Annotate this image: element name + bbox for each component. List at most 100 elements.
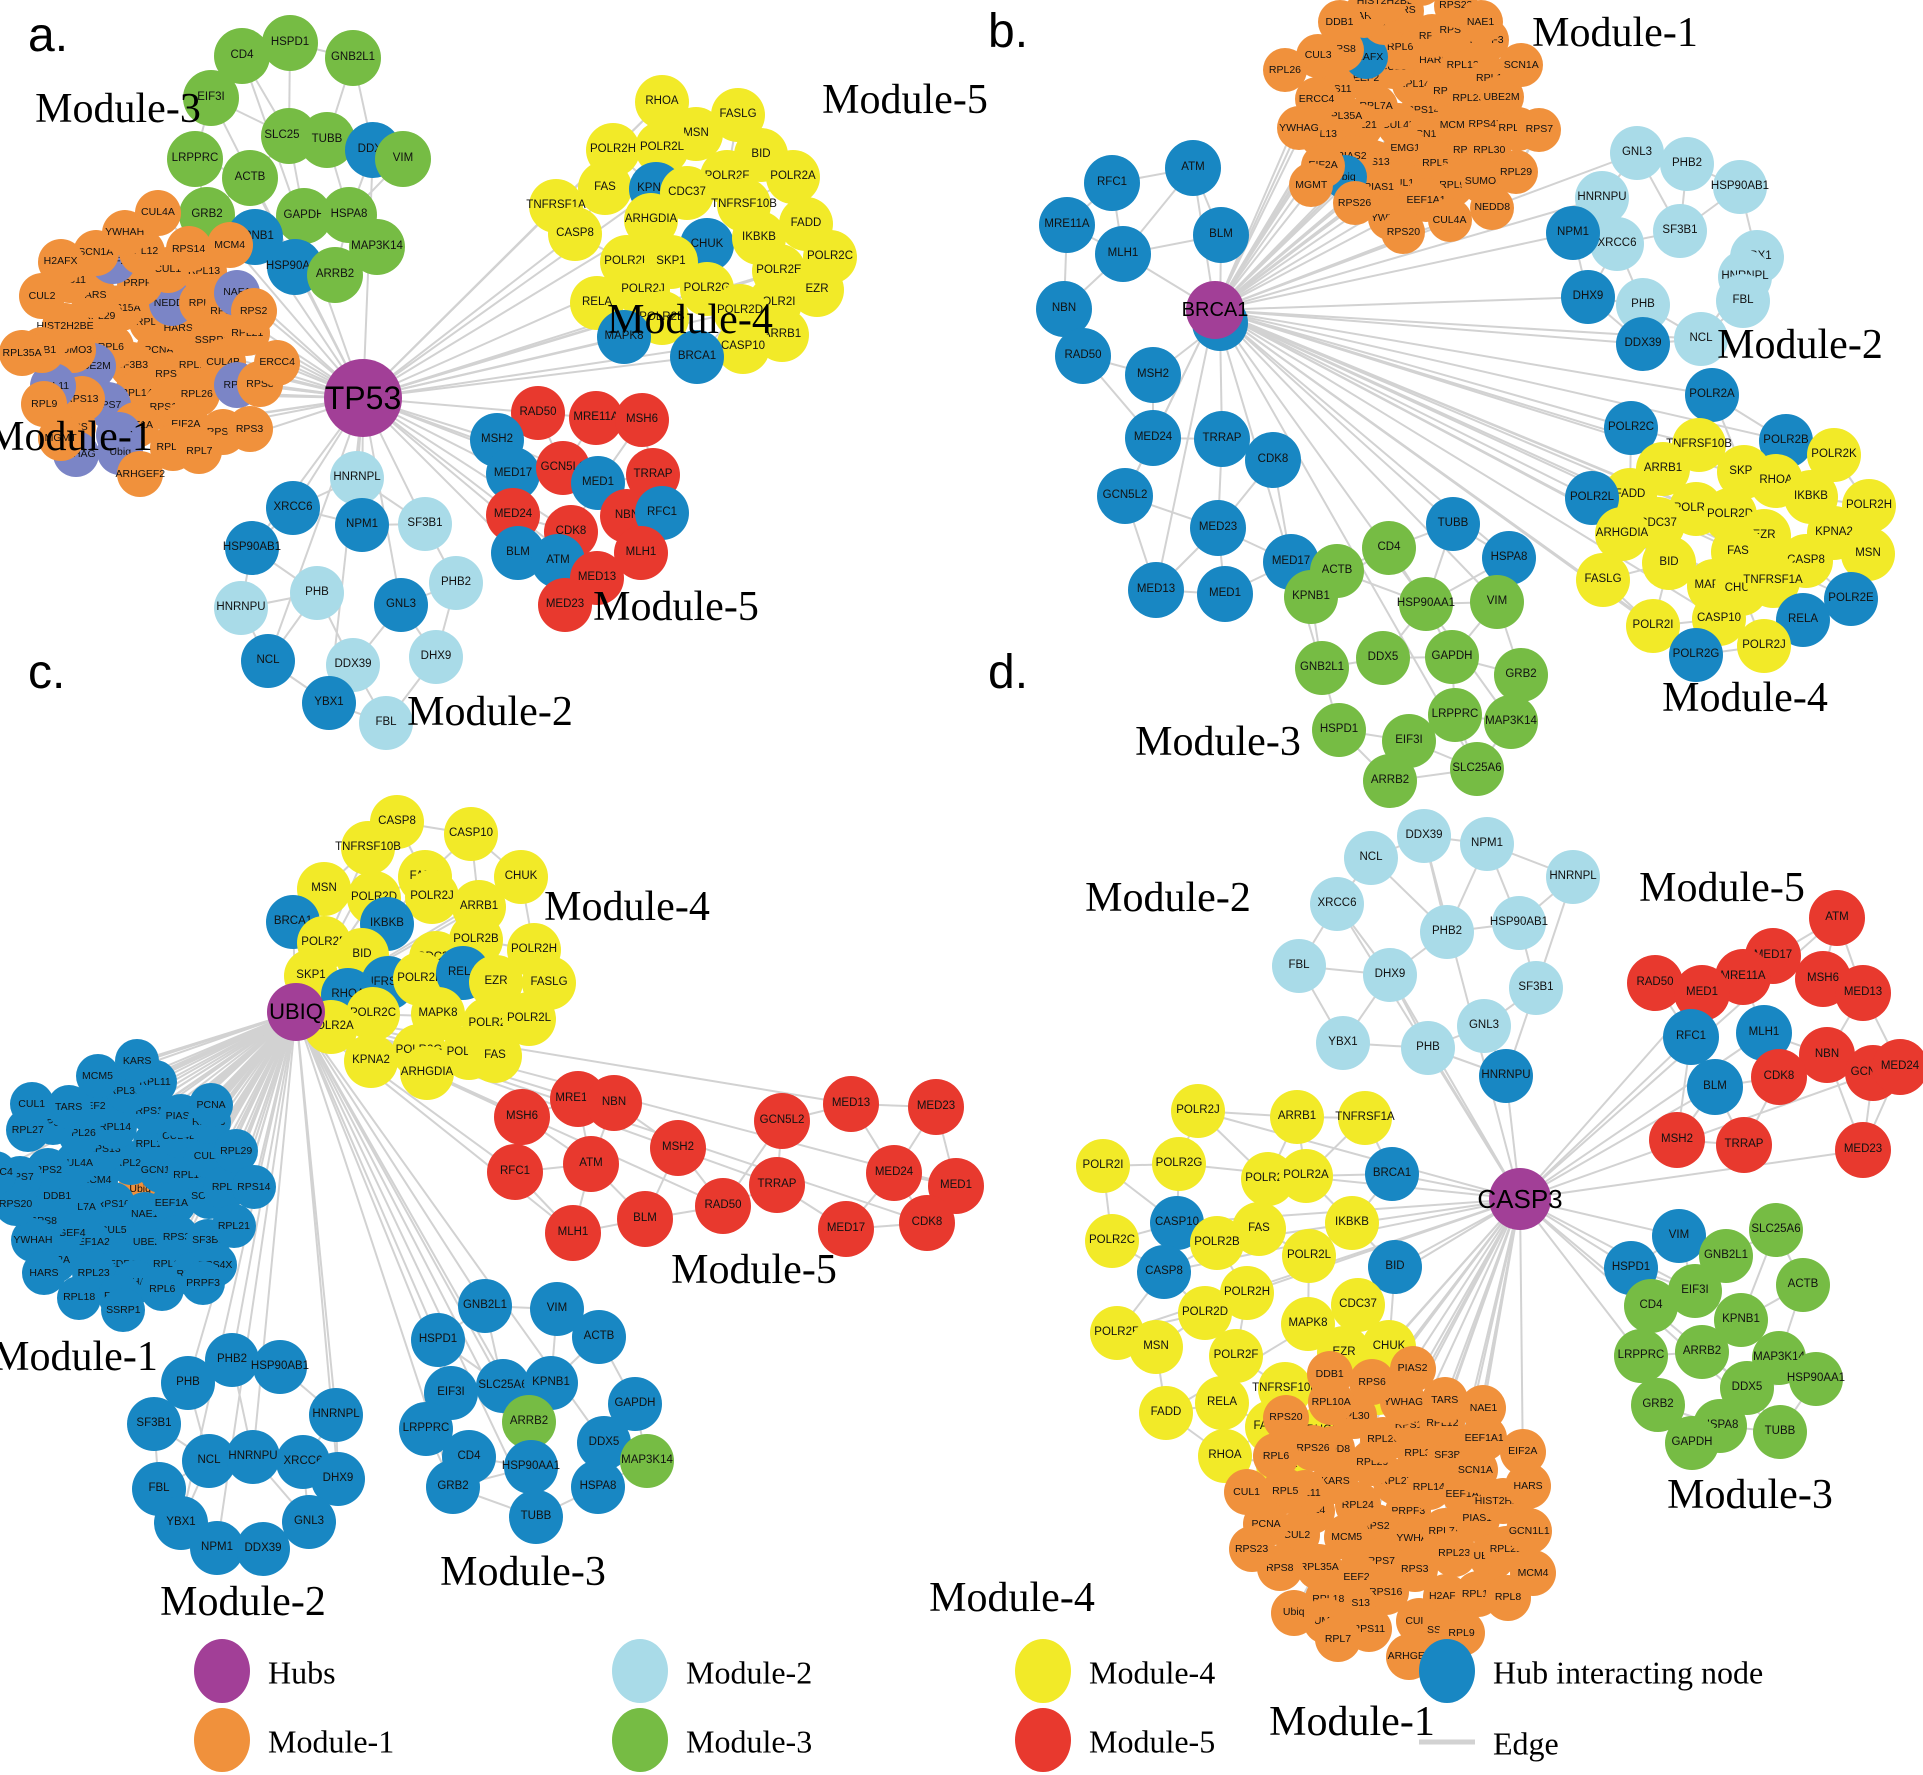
node-ssrp1[interactable]: SSRP1 bbox=[101, 1288, 146, 1333]
node-rfc1[interactable]: RFC1 bbox=[1084, 155, 1140, 211]
node-ddx5[interactable]: DDX5 bbox=[1356, 631, 1410, 685]
node-faslg[interactable]: FASLG bbox=[1576, 553, 1630, 607]
node-ddb1[interactable]: DDB1 bbox=[1306, 1350, 1353, 1397]
node-msh6[interactable]: MSH6 bbox=[615, 393, 669, 447]
node-npm1[interactable]: NPM1 bbox=[190, 1521, 244, 1575]
node-ubiq[interactable]: Ubiq bbox=[1270, 1589, 1317, 1636]
node-rps14[interactable]: RPS14 bbox=[165, 226, 212, 273]
node-ywhag[interactable]: YWHAG bbox=[1276, 106, 1321, 151]
node-sf3b1[interactable]: SF3B1 bbox=[1509, 961, 1563, 1015]
node-rad50[interactable]: RAD50 bbox=[1055, 328, 1111, 384]
node-fbl[interactable]: FBL bbox=[1716, 274, 1770, 328]
node-mgmt[interactable]: MGMT bbox=[37, 415, 84, 462]
node-kpnb1[interactable]: KPNB1 bbox=[1284, 570, 1338, 624]
hub-ubiq[interactable]: UBIQ bbox=[267, 983, 325, 1041]
node-tubb[interactable]: TUBB bbox=[1753, 1405, 1807, 1459]
node-phb2[interactable]: PHB2 bbox=[1420, 905, 1474, 959]
node-hsp90ab1[interactable]: HSP90AB1 bbox=[1490, 896, 1548, 950]
node-ercc4[interactable]: ERCC4 bbox=[0, 1150, 18, 1195]
node-arhgdia[interactable]: ARHGDIA bbox=[1595, 507, 1649, 561]
node-hsp90aa1[interactable]: HSP90AA1 bbox=[502, 1440, 560, 1494]
node-gnb2l1[interactable]: GNB2L1 bbox=[325, 30, 381, 86]
node-mlh1[interactable]: MLH1 bbox=[1095, 226, 1151, 282]
node-lrpprc[interactable]: LRPPRC bbox=[1428, 688, 1482, 742]
node-rps16[interactable]: RPS16 bbox=[1398, 0, 1443, 7]
node-rps23[interactable]: RPS23 bbox=[1228, 1526, 1275, 1573]
node-prpf3[interactable]: PRPF3 bbox=[181, 1260, 226, 1305]
node-cul4a[interactable]: CUL4A bbox=[134, 189, 181, 236]
node-vim[interactable]: VIM bbox=[1652, 1209, 1706, 1263]
node-hsp90aa1[interactable]: HSP90AA1 bbox=[1787, 1352, 1845, 1406]
node-npm1[interactable]: NPM1 bbox=[1460, 817, 1514, 871]
node-med13[interactable]: MED13 bbox=[1128, 562, 1184, 618]
node-trrap[interactable]: TRRAP bbox=[749, 1157, 805, 1213]
node-tubb[interactable]: TUBB bbox=[1426, 497, 1480, 551]
node-cul4a[interactable]: CUL4A bbox=[1427, 197, 1472, 242]
node-fadd[interactable]: FADD bbox=[1139, 1386, 1193, 1440]
node-sf3b1[interactable]: SF3B1 bbox=[398, 497, 452, 551]
node-hnrnpu[interactable]: HNRNPU bbox=[226, 1430, 280, 1484]
node-arrb2[interactable]: ARRB2 bbox=[1363, 754, 1417, 808]
node-blm[interactable]: BLM bbox=[617, 1191, 673, 1247]
node-polr2a[interactable]: POLR2A bbox=[1685, 368, 1739, 422]
node-hspa8[interactable]: HSPA8 bbox=[571, 1460, 625, 1514]
node-med24[interactable]: MED24 bbox=[866, 1145, 922, 1201]
node-xrcc6[interactable]: XRCC6 bbox=[1310, 877, 1364, 931]
node-dhx9[interactable]: DHX9 bbox=[1363, 948, 1417, 1002]
node-polr2l[interactable]: POLR2L bbox=[1282, 1229, 1336, 1283]
node-mcm4[interactable]: MCM4 bbox=[1510, 1549, 1557, 1596]
node-rps20[interactable]: RPS20 bbox=[1381, 210, 1426, 255]
node-rfc1[interactable]: RFC1 bbox=[1663, 1009, 1719, 1065]
node-ddb1[interactable]: DDB1 bbox=[1317, 0, 1362, 44]
node-med23[interactable]: MED23 bbox=[1835, 1122, 1891, 1178]
node-med13[interactable]: MED13 bbox=[1835, 965, 1891, 1021]
node-phb[interactable]: PHB bbox=[290, 566, 344, 620]
node-rpl21[interactable]: RPL21 bbox=[211, 1204, 256, 1249]
node-lrpprc[interactable]: LRPPRC bbox=[1614, 1329, 1668, 1383]
node-map3k14[interactable]: MAP3K14 bbox=[620, 1434, 674, 1488]
node-cdk8[interactable]: CDK8 bbox=[1245, 432, 1301, 488]
node-hars[interactable]: HARS bbox=[21, 1251, 66, 1296]
node-rps20[interactable]: RPS20 bbox=[1262, 1394, 1309, 1441]
node-dhx9[interactable]: DHX9 bbox=[1561, 270, 1615, 324]
node-eif3i[interactable]: EIF3I bbox=[183, 70, 239, 126]
node-dhx9[interactable]: DHX9 bbox=[409, 630, 463, 684]
node-polr2a[interactable]: POLR2A bbox=[1279, 1149, 1333, 1203]
node-fbl[interactable]: FBL bbox=[1272, 939, 1326, 993]
node-casp8[interactable]: CASP8 bbox=[548, 207, 602, 261]
node-hnrnpl[interactable]: HNRNPL bbox=[309, 1388, 363, 1442]
node-casp8[interactable]: CASP8 bbox=[1137, 1245, 1191, 1299]
node-hspd1[interactable]: HSPD1 bbox=[411, 1313, 465, 1367]
node-med23[interactable]: MED23 bbox=[538, 578, 592, 632]
node-gapdh[interactable]: GAPDH bbox=[1425, 630, 1479, 684]
node-arhgef2[interactable]: ARHGEF2 bbox=[116, 451, 165, 497]
node-eif2a[interactable]: EIF2A bbox=[1499, 1428, 1546, 1475]
node-arrb1[interactable]: ARRB1 bbox=[1270, 1090, 1324, 1144]
node-tnfrsf1a[interactable]: TNFRSF1A bbox=[1335, 1091, 1395, 1145]
node-eif3i[interactable]: EIF3I bbox=[424, 1366, 478, 1420]
node-polr2b[interactable]: POLR2B bbox=[1190, 1216, 1244, 1270]
node-rps14[interactable]: RPS14 bbox=[231, 1165, 276, 1210]
hub-casp3[interactable]: CASP3 bbox=[1477, 1168, 1563, 1230]
hub-tp53[interactable]: TP53 bbox=[324, 359, 402, 437]
node-nbn[interactable]: NBN bbox=[1036, 281, 1092, 337]
node-kars[interactable]: KARS bbox=[115, 1039, 160, 1084]
node-blm[interactable]: BLM bbox=[1687, 1059, 1743, 1115]
node-xrcc6[interactable]: XRCC6 bbox=[266, 481, 320, 535]
node-med13[interactable]: MED13 bbox=[823, 1076, 879, 1132]
node-mgmt[interactable]: MGMT bbox=[1289, 163, 1334, 208]
node-rela[interactable]: RELA bbox=[1195, 1376, 1249, 1430]
node-gcn5l2[interactable]: GCN5L2 bbox=[1097, 468, 1153, 524]
node-vim[interactable]: VIM bbox=[1470, 575, 1524, 629]
node-brca1[interactable]: BRCA1 bbox=[1365, 1147, 1419, 1201]
node-rps6[interactable]: RPS6 bbox=[1349, 1359, 1396, 1406]
node-arrb2[interactable]: ARRB2 bbox=[307, 247, 363, 303]
node-polr2a[interactable]: POLR2A bbox=[766, 150, 820, 204]
node-cul1[interactable]: CUL1 bbox=[9, 1082, 54, 1127]
node-fas[interactable]: FAS bbox=[578, 161, 632, 215]
node-rpl35a[interactable]: RPL35A bbox=[0, 329, 46, 376]
node-actb[interactable]: ACTB bbox=[222, 150, 278, 206]
node-gnl3[interactable]: GNL3 bbox=[1457, 999, 1511, 1053]
node-pcna[interactable]: PCNA bbox=[189, 1082, 234, 1127]
node-med17[interactable]: MED17 bbox=[818, 1201, 874, 1257]
